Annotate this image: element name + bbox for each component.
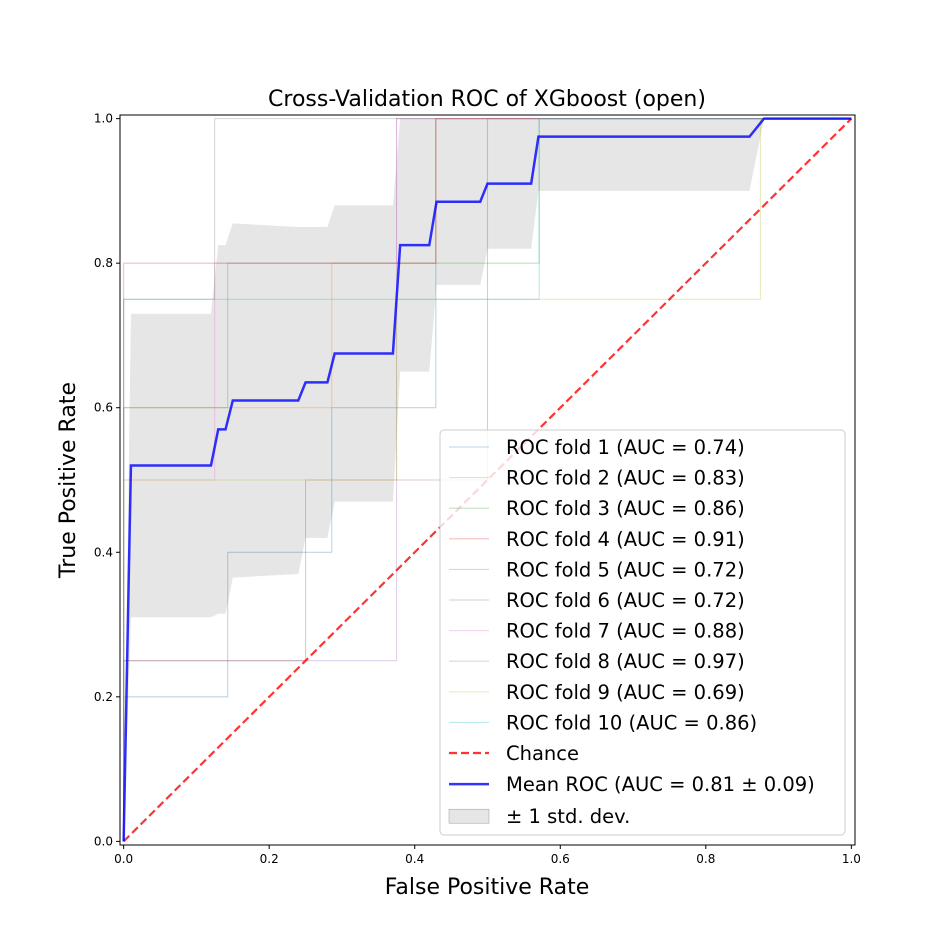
x-tick-label: 0.6 [551, 852, 570, 866]
roc-fold-line-5 [123, 118, 852, 842]
legend-label: ROC fold 1 (AUC = 0.74) [506, 436, 745, 459]
y-tick-label: 1.0 [94, 112, 113, 126]
legend-label: ROC fold 2 (AUC = 0.83) [506, 467, 745, 490]
chart-title: Cross-Validation ROC of XGboost (open) [268, 87, 706, 112]
legend-swatch [448, 808, 490, 824]
y-tick-label: 0.0 [94, 834, 113, 848]
legend-label: ROC fold 7 (AUC = 0.88) [506, 620, 745, 643]
y-tick-label: 0.6 [94, 401, 113, 415]
roc-fold-line-3 [123, 118, 852, 842]
legend-label: ROC fold 8 (AUC = 0.97) [506, 650, 745, 673]
legend-label: ROC fold 9 (AUC = 0.69) [506, 681, 745, 704]
y-tick-label: 0.8 [94, 256, 113, 270]
legend-label: Chance [506, 742, 579, 765]
x-tick-label: 0.4 [405, 852, 424, 866]
x-tick-label: 0.0 [114, 852, 133, 866]
legend-label: ROC fold 4 (AUC = 0.91) [506, 528, 745, 551]
roc-fold-line-2 [123, 118, 852, 842]
roc-fold-line-7 [123, 118, 852, 842]
legend-label: ROC fold 6 (AUC = 0.72) [506, 589, 745, 612]
y-axis-title: True Positive Rate [56, 382, 81, 579]
x-tick-label: 0.8 [696, 852, 715, 866]
chance-line [122, 117, 853, 843]
roc-fold-line-6 [123, 118, 852, 842]
legend-label: ± 1 std. dev. [506, 805, 630, 828]
legend-label: ROC fold 3 (AUC = 0.86) [506, 497, 745, 520]
x-tick-label: 1.0 [842, 852, 861, 866]
x-axis-title: False Positive Rate [385, 875, 589, 900]
y-tick-label: 0.2 [94, 690, 113, 704]
legend: ROC fold 1 (AUC = 0.74) ROC fold 2 (AUC =… [439, 429, 846, 836]
roc-fold-line-8 [123, 118, 852, 842]
legend-label: Mean ROC (AUC = 0.81 ± 0.09) [506, 773, 815, 796]
roc-fold-line-10 [123, 118, 852, 842]
x-tick-label: 0.2 [260, 852, 279, 866]
mean-roc-line [122, 117, 852, 842]
y-tick-label: 0.4 [94, 545, 113, 559]
axes-frame [119, 114, 856, 846]
std-dev-band [123, 118, 852, 842]
legend-box [439, 429, 846, 836]
legend-label: ROC fold 5 (AUC = 0.72) [506, 558, 745, 581]
roc-fold-line-4 [123, 118, 852, 842]
plot-area: 0.0 0.2 0.4 0.6 0.8 1.0 0.0 0.2 0.4 0.6 0.8 1.0 [94, 112, 861, 866]
legend-label: ROC fold 10 (AUC = 0.86) [506, 711, 757, 734]
